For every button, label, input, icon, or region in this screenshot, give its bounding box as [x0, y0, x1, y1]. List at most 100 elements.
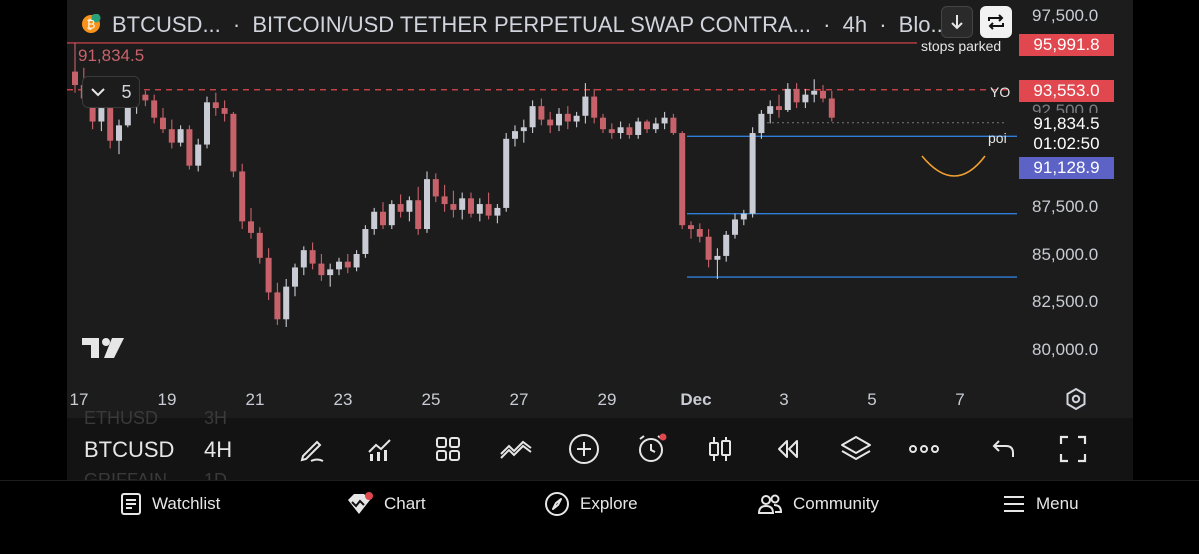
- bitcoin-icon: ₿: [82, 14, 101, 33]
- object-tree-button[interactable]: [838, 431, 874, 467]
- candle-body: [476, 204, 483, 214]
- settings-icon[interactable]: [1064, 387, 1088, 411]
- add-icon: [569, 434, 599, 464]
- undo-button[interactable]: [986, 431, 1022, 467]
- right-margin: [1133, 0, 1199, 480]
- candle-body: [793, 88, 800, 103]
- chart-type-button[interactable]: [702, 431, 738, 467]
- sync-button[interactable]: [980, 6, 1012, 38]
- draw-tool-button[interactable]: [294, 431, 330, 467]
- candle-body: [573, 115, 580, 122]
- candle-body: [626, 127, 633, 135]
- timeframe-picker[interactable]: 4H: [204, 437, 233, 462]
- collapse-button[interactable]: [941, 6, 973, 38]
- candle-body: [485, 204, 492, 216]
- candle-body: [221, 108, 228, 114]
- arrow-down-icon: [951, 15, 963, 30]
- candle-body: [98, 108, 105, 122]
- nav-explore[interactable]: Explore: [544, 492, 638, 516]
- symbol-description: BITCOIN/USD TETHER PERPETUAL SWAP CONTRA…: [252, 12, 812, 37]
- current-price-value: 91,834.5: [1033, 114, 1100, 133]
- symbol-name[interactable]: BTCUSD...: [112, 12, 221, 37]
- nav-community-label: Community: [793, 494, 879, 513]
- tradingview-logo: [82, 338, 124, 358]
- undo-icon: [992, 440, 1014, 457]
- candle-body: [652, 123, 659, 130]
- candle-body: [635, 121, 642, 135]
- candle-body: [309, 250, 316, 264]
- alert-button[interactable]: [634, 431, 670, 467]
- candle-body: [397, 204, 404, 212]
- sync-icon: [988, 14, 1004, 30]
- add-button[interactable]: [566, 431, 602, 467]
- replay-icon: [778, 440, 798, 458]
- nav-watchlist[interactable]: Watchlist: [120, 492, 220, 516]
- poi-price-tag[interactable]: 91,128.9: [1019, 157, 1114, 179]
- stops-annotation[interactable]: stops parked: [921, 38, 1002, 54]
- symbol-picker[interactable]: BTCUSD: [84, 437, 175, 462]
- replay-button[interactable]: [770, 431, 806, 467]
- nav-menu[interactable]: Menu: [1002, 492, 1079, 516]
- candle-body: [432, 179, 439, 197]
- chart-icon: [348, 492, 373, 514]
- interval-stepper[interactable]: 5: [82, 76, 140, 108]
- price-chart[interactable]: [67, 0, 1133, 418]
- candle-body: [72, 71, 78, 86]
- ghost-tf-above: 3H: [204, 408, 228, 428]
- current-price-tag[interactable]: 91,834.5 01:02:50: [1019, 113, 1114, 155]
- candle-body: [406, 200, 413, 212]
- candle-body: [512, 131, 518, 139]
- candle-body: [124, 104, 131, 126]
- candle-body: [265, 257, 272, 293]
- candle-body: [714, 255, 721, 260]
- candle-body: [776, 106, 782, 110]
- indicators-button[interactable]: [362, 431, 398, 467]
- time-axis-label: 5: [867, 390, 877, 409]
- more-button[interactable]: [906, 431, 942, 467]
- candle-body: [327, 269, 334, 276]
- candle-body: [468, 198, 474, 214]
- nav-community[interactable]: Community: [757, 492, 879, 516]
- time-axis-label: 3: [779, 390, 789, 409]
- candle-body: [168, 129, 175, 143]
- yo-annotation[interactable]: YO: [990, 84, 1011, 100]
- ghost-symbol-above: ETHUSD: [84, 408, 159, 428]
- candle-body: [116, 125, 122, 141]
- ghost-symbol-below: GRIFFAIN: [84, 470, 168, 480]
- chevron-down-icon: [91, 88, 106, 97]
- candle-body: [784, 88, 791, 110]
- exchange-label: Blo...: [898, 12, 949, 37]
- layers-icon: [841, 436, 871, 460]
- candle-body: [608, 129, 615, 134]
- candle-body: [617, 127, 624, 134]
- more-icon: [909, 445, 939, 453]
- candle-body: [371, 211, 378, 230]
- layouts-button[interactable]: [430, 431, 466, 467]
- candle-body: [520, 127, 527, 132]
- time-axis-label: 17: [69, 390, 89, 409]
- candle-body: [336, 261, 342, 270]
- candle-body: [186, 129, 193, 166]
- candle-body: [256, 232, 263, 258]
- candle-body: [749, 133, 756, 214]
- interval-label[interactable]: 4h: [842, 12, 868, 37]
- candle-body: [212, 102, 219, 109]
- chart-title[interactable]: BTCUSD... · BITCOIN/USD TETHER PERPETUAL…: [112, 12, 949, 37]
- stops-price-tag[interactable]: 95,991.8: [1019, 34, 1114, 56]
- candle-body: [318, 263, 325, 276]
- candle-body: [239, 171, 246, 222]
- fullscreen-button[interactable]: [1055, 431, 1091, 467]
- compare-button[interactable]: [498, 431, 534, 467]
- nav-chart[interactable]: Chart: [346, 492, 426, 516]
- candle-body: [204, 102, 210, 145]
- yo-price-tag[interactable]: 93,553.0: [1019, 80, 1114, 102]
- bottom-navigation: [0, 480, 1199, 554]
- price-axis-label: 87,500.0: [1032, 197, 1099, 216]
- candle-body: [644, 121, 650, 130]
- candle-body: [274, 292, 281, 320]
- time-axis-label: 25: [421, 390, 441, 409]
- candle-body: [503, 138, 510, 208]
- candle-body: [556, 113, 562, 126]
- poi-annotation[interactable]: poi: [988, 130, 1007, 146]
- drawing-toolbar: [67, 418, 1133, 480]
